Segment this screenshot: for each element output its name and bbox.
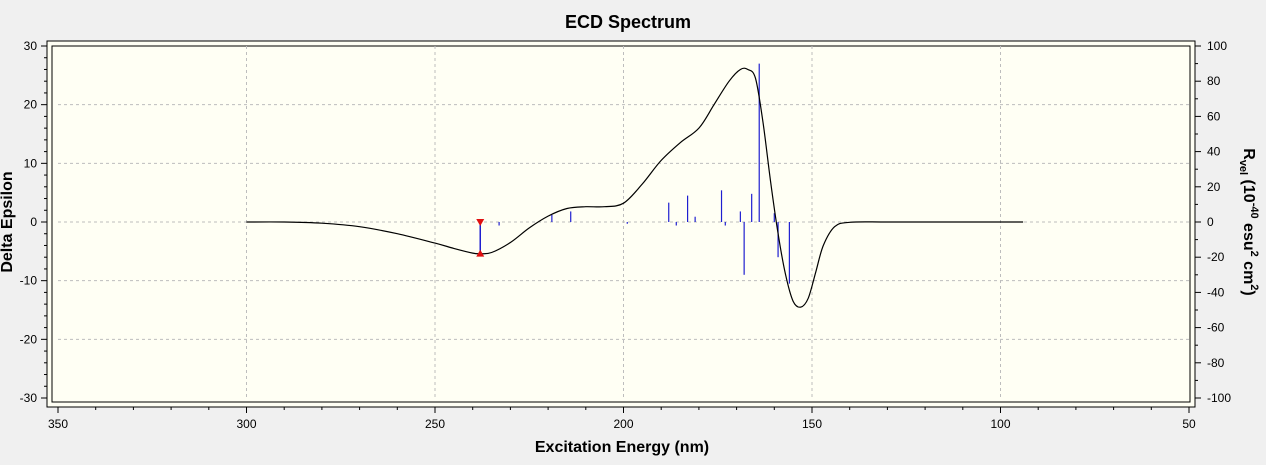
y-left-tick-label: 20	[24, 98, 38, 112]
chart-title: ECD Spectrum	[565, 12, 691, 32]
y-right-tick-label: 80	[1207, 74, 1221, 88]
marker-bottom-triangle	[476, 249, 485, 257]
x-tick-label: 50	[1182, 417, 1196, 431]
x-tick-label: 100	[990, 417, 1010, 431]
spectrum-curve-group	[246, 67, 1024, 308]
y-right-tick-label: -40	[1207, 285, 1225, 299]
y-right-title-mid2: esu	[1240, 219, 1257, 251]
y-right-title-sup3: 2	[1248, 284, 1260, 290]
y-right-title-mid1: (10	[1240, 175, 1257, 203]
y-axis-right-title: Rvel (10-40 esu2 cm2)	[1237, 148, 1260, 296]
y-axis-left-title: Delta Epsilon	[0, 171, 16, 272]
y-left-tick-label: 10	[24, 156, 38, 170]
y-right-tick-label: 20	[1207, 180, 1221, 194]
y-right-title-sup1: -40	[1248, 203, 1260, 219]
y-left-tick-label: 30	[24, 39, 38, 53]
y-right-tick-label: 0	[1207, 215, 1214, 229]
x-tick-label: 300	[236, 417, 256, 431]
plot-area-inner-frame	[51, 45, 1191, 403]
selection-marker	[476, 219, 485, 257]
y-left-tick-label: -30	[20, 391, 38, 405]
y-right-title-mid3: cm	[1240, 257, 1257, 285]
x-tick-label: 150	[802, 417, 822, 431]
y-left-tick-label: 0	[30, 215, 37, 229]
y-left-tick-label: -10	[20, 274, 38, 288]
y-right-tick-label: -80	[1207, 356, 1225, 370]
y-right-tick-label: -60	[1207, 321, 1225, 335]
y-right-tick-label: 40	[1207, 145, 1221, 159]
y-left-tick-label: -20	[20, 332, 38, 346]
y-right-title-end: )	[1240, 290, 1257, 295]
y-right-tick-label: 60	[1207, 109, 1221, 123]
y-right-title-sup2: 2	[1248, 251, 1260, 257]
y-right-title-sub: vel	[1237, 160, 1249, 175]
x-tick-label: 200	[613, 417, 633, 431]
x-tick-label: 350	[48, 417, 68, 431]
y-right-tick-label: -100	[1207, 391, 1231, 405]
x-axis-title: Excitation Energy (nm)	[535, 439, 709, 456]
y-right-tick-label: -20	[1207, 250, 1225, 264]
axis-ticks: 350 300 250 200 150 100 503020100-10-20-301008…	[20, 39, 1232, 431]
y-right-title-base: R	[1240, 148, 1257, 160]
rotatory-strength-sticks	[479, 63, 790, 284]
marker-top-triangle	[476, 219, 485, 226]
plot-area	[46, 40, 1196, 408]
spectrum-curve	[246, 67, 1024, 308]
y-right-tick-label: 100	[1207, 39, 1227, 53]
x-tick-label: 250	[425, 417, 445, 431]
